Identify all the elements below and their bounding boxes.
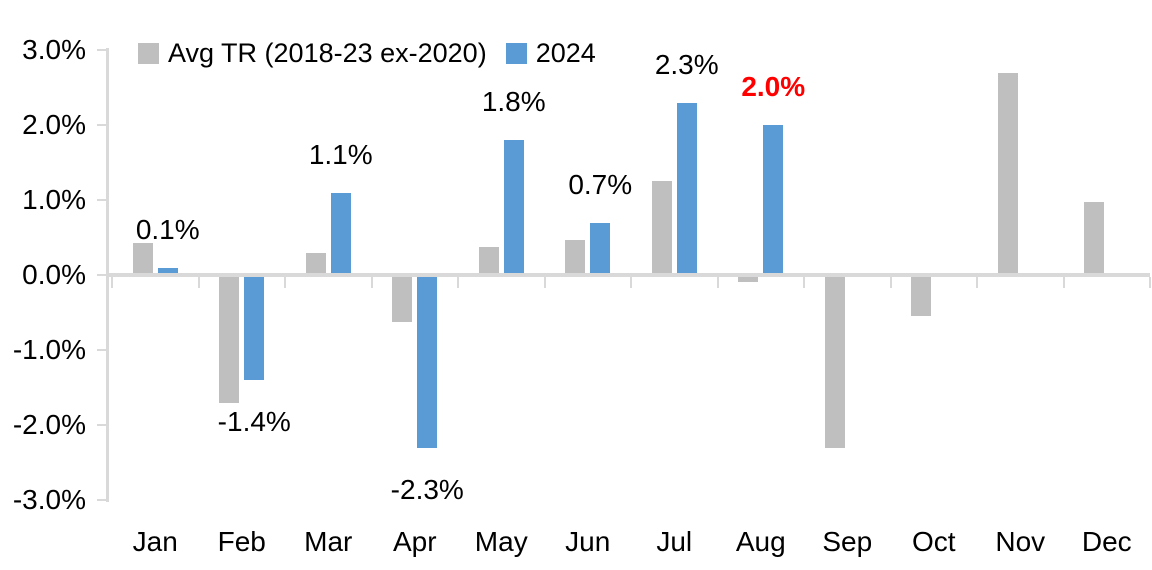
- x-axis-label-dec: Dec: [1081, 526, 1132, 557]
- y-axis-label: 0.0%: [22, 259, 86, 290]
- x-axis-label-feb: Feb: [217, 526, 266, 557]
- y-axis-tick: [97, 424, 106, 426]
- legend-swatch-2024-icon: [505, 42, 527, 64]
- y-axis-tick: [97, 199, 106, 201]
- x-axis-tick: [543, 277, 546, 288]
- x-axis-tick: [1062, 277, 1065, 288]
- bar-2024-jun: [590, 222, 611, 275]
- legend-label-avg-tr: Avg TR (2018-23 ex-2020): [168, 38, 487, 68]
- data-label-feb: -1.4%: [217, 406, 291, 437]
- x-axis-tick: [716, 277, 719, 288]
- y-axis-tick: [97, 49, 106, 51]
- x-axis-label-jun: Jun: [565, 526, 611, 557]
- data-label-aug: 2.0%: [741, 71, 806, 102]
- y-axis-tick: [97, 499, 106, 501]
- x-axis-label-mar: Mar: [304, 526, 353, 557]
- x-axis-tick: [976, 277, 978, 288]
- x-axis-tick: [803, 277, 805, 288]
- bar-avg-sep: [824, 275, 845, 448]
- y-axis-label: 2.0%: [22, 109, 86, 140]
- bar-2024-jan: [157, 267, 178, 275]
- data-label-mar: 1.1%: [308, 138, 373, 170]
- x-axis-label-jan: Jan: [132, 526, 178, 557]
- x-axis-label-aug: Aug: [735, 526, 786, 557]
- bar-avg-nov: [997, 72, 1018, 275]
- legend-label-2024: 2024: [535, 38, 596, 68]
- x-axis-tick: [457, 277, 459, 288]
- x-axis-label-jul: Jul: [656, 526, 693, 557]
- data-label-jul: 2.3%: [654, 48, 719, 80]
- bar-avg-dec: [1084, 202, 1105, 275]
- data-label-may: 1.8%: [481, 86, 546, 117]
- bar-avg-apr: [392, 275, 413, 323]
- chart-legend: Avg TR (2018-23 ex-2020) 2024: [138, 38, 596, 68]
- bar-2024-jul: [676, 102, 697, 275]
- y-axis-label: -1.0%: [12, 334, 86, 365]
- bar-2024-apr: [417, 275, 438, 448]
- x-axis-label-oct: Oct: [911, 526, 956, 557]
- x-axis-tick: [284, 277, 286, 288]
- y-axis-label: 3.0%: [22, 34, 86, 65]
- data-label-jan: 0.1%: [135, 213, 200, 245]
- data-label-apr: -2.3%: [390, 473, 464, 505]
- x-axis-tick: [1149, 277, 1151, 288]
- x-axis-label-sep: Sep: [822, 526, 873, 557]
- legend-item-2024: 2024: [505, 38, 596, 68]
- bar-avg-mar: [305, 252, 326, 275]
- x-axis-label-nov: Nov: [995, 526, 1046, 557]
- bar-2024-aug: [763, 125, 784, 275]
- x-axis-tick: [197, 277, 200, 288]
- bar-avg-aug: [738, 275, 759, 282]
- bar-avg-may: [478, 247, 499, 275]
- data-label-jun: 0.7%: [568, 168, 633, 200]
- bar-avg-jan: [132, 242, 153, 275]
- x-axis-tick: [630, 277, 632, 288]
- bar-2024-mar: [330, 192, 351, 275]
- bar-avg-feb: [219, 275, 240, 403]
- bar-2024-may: [503, 140, 524, 275]
- y-axis-tick: [97, 274, 106, 276]
- y-axis-tick: [97, 349, 106, 351]
- x-axis-tick: [370, 277, 373, 288]
- legend-item-avg-tr: Avg TR (2018-23 ex-2020): [138, 38, 487, 68]
- y-axis-label: 1.0%: [22, 184, 86, 215]
- y-axis-label: -2.0%: [12, 409, 86, 440]
- x-axis-line: [106, 273, 1150, 277]
- x-axis-label-apr: Apr: [392, 526, 437, 557]
- y-axis-tick: [97, 124, 106, 126]
- bar-avg-oct: [911, 275, 932, 317]
- bar-avg-jul: [651, 181, 672, 275]
- x-axis-tick: [111, 277, 113, 288]
- bar-2024-feb: [244, 275, 265, 380]
- bar-avg-jun: [565, 239, 586, 275]
- x-axis-label-may: May: [474, 526, 528, 557]
- y-axis-label: -3.0%: [12, 484, 86, 515]
- x-axis-tick: [889, 277, 892, 288]
- legend-swatch-avg-tr-icon: [138, 42, 159, 64]
